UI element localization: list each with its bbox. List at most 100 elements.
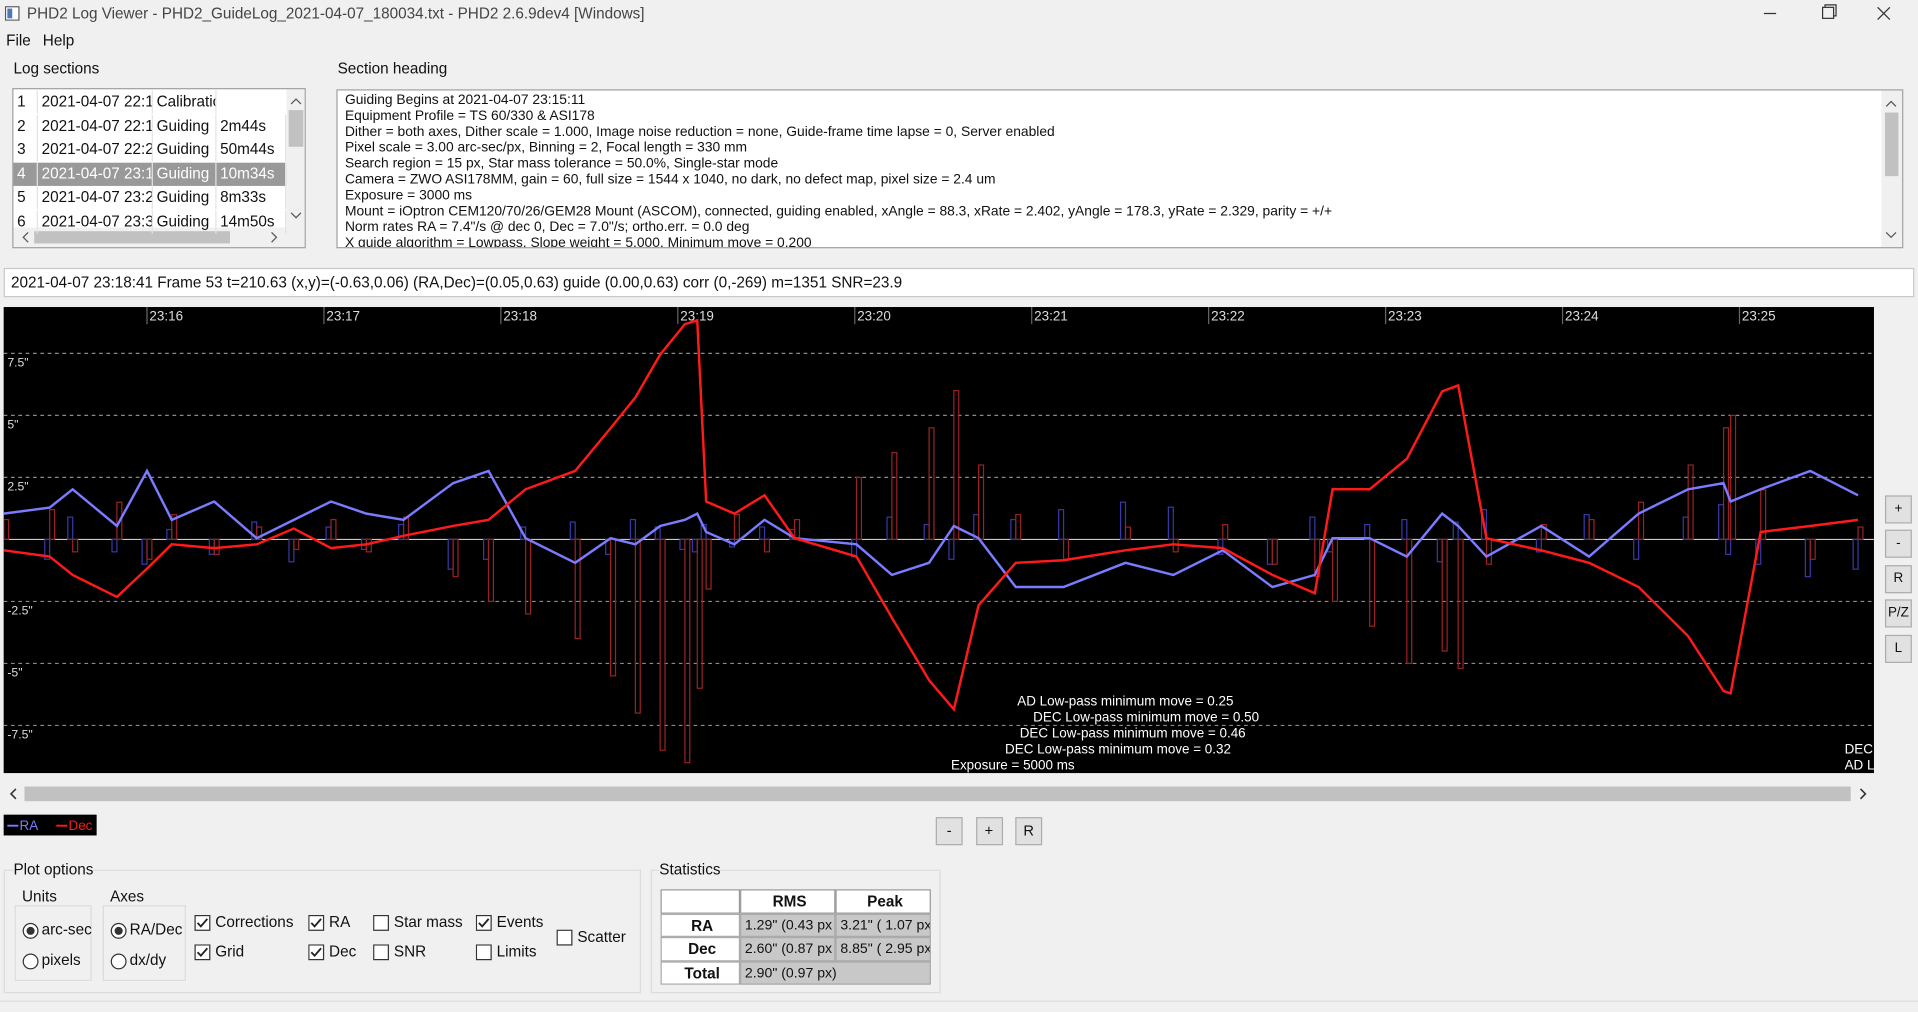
axes-group xyxy=(102,905,186,982)
correction-bar xyxy=(1309,516,1316,541)
graph-button[interactable]: + xyxy=(1884,495,1912,524)
statistics-group xyxy=(650,869,941,994)
group-label: Plot options xyxy=(13,861,94,879)
radio-ring xyxy=(22,953,39,970)
log-cell: 10m34s xyxy=(217,162,287,186)
correction-bar xyxy=(1062,538,1070,560)
heading-line: Equipment Profile = TS 60/330 & ASI178 xyxy=(344,108,595,124)
correction-bar xyxy=(116,501,123,541)
annotation: AD Low-pass minimum move = 0.25 xyxy=(1017,694,1233,709)
radio-dot xyxy=(114,926,123,935)
checkbox[interactable] xyxy=(194,914,211,932)
graph-scrollbar[interactable] xyxy=(3,782,1874,805)
checkbox[interactable] xyxy=(475,914,493,932)
checkbox-label[interactable]: Star mass xyxy=(393,913,463,931)
annotation: DEC Low-pass minimum move = 0.50 xyxy=(1033,710,1259,725)
x-tick-label: 23:25 xyxy=(1742,308,1776,323)
radio[interactable] xyxy=(22,953,39,970)
correction-bar xyxy=(1058,509,1065,541)
correction-bar xyxy=(1682,516,1689,541)
checkbox[interactable] xyxy=(475,944,493,961)
graph-button[interactable]: L xyxy=(1884,634,1912,663)
checkbox-label[interactable]: RA xyxy=(329,913,351,931)
menu-item[interactable]: Help xyxy=(42,31,75,49)
log-cell: 3 xyxy=(13,138,38,162)
correction-bar xyxy=(1406,538,1413,665)
log-row[interactable]: 5 2021-04-07 23:2 Guiding 8m33s xyxy=(13,185,287,210)
checkbox-label[interactable]: Dec xyxy=(329,943,357,961)
correction-bar xyxy=(855,476,863,541)
radio[interactable] xyxy=(22,922,39,939)
zoom-button[interactable]: + xyxy=(975,817,1003,846)
radio[interactable] xyxy=(110,953,127,970)
radio[interactable] xyxy=(110,922,127,939)
correction-bar xyxy=(1457,538,1464,670)
checkbox-label[interactable]: Corrections xyxy=(215,913,294,931)
correction-bar xyxy=(49,509,56,541)
guide-graph[interactable]: 7.5" 5" 2.5" -2.5" -5" -7.5" 23:16 23:17 23:18 23… xyxy=(3,307,1874,774)
log-row[interactable]: 2 2021-04-07 22:1 Guiding 2m44s xyxy=(13,114,287,138)
correction-bar xyxy=(1222,523,1229,541)
correction-bar xyxy=(44,538,51,560)
checkbox-label[interactable]: Limits xyxy=(496,943,537,961)
checkbox-box xyxy=(194,944,211,961)
heading-line: Exposure = 3000 ms xyxy=(344,188,473,204)
log-cell: 8m33s xyxy=(217,185,287,210)
correction-bar xyxy=(1633,538,1640,560)
radio-label[interactable]: RA/Dec xyxy=(129,921,183,939)
zoom-button[interactable]: R xyxy=(1015,817,1043,846)
checkbox[interactable] xyxy=(308,914,325,932)
checkbox-label[interactable]: Scatter xyxy=(577,928,626,946)
menu-item[interactable]: File xyxy=(6,31,31,49)
zoom-button[interactable]: - xyxy=(935,817,963,846)
checkbox[interactable] xyxy=(556,929,574,947)
checkbox[interactable] xyxy=(373,944,390,961)
correction-bar xyxy=(1535,538,1542,553)
correction-bar xyxy=(1540,523,1547,541)
checkbox-label[interactable]: SNR xyxy=(393,943,427,961)
graph-button[interactable]: R xyxy=(1884,565,1912,594)
radio-ring xyxy=(110,953,127,970)
correction-bar xyxy=(141,538,148,565)
log-cell: Guiding xyxy=(153,162,217,186)
heading-line: Mount = iOptron CEM120/70/26/GEM28 Mount… xyxy=(344,204,1333,219)
y-tick-label: -7.5" xyxy=(7,727,32,741)
correction-bar xyxy=(1124,526,1131,541)
correction-bar xyxy=(1725,538,1732,555)
group-label: Section heading xyxy=(337,59,448,78)
log-row[interactable]: 6 2021-04-07 23:3 Guiding 14m50s xyxy=(13,209,287,234)
checkbox-label[interactable]: Grid xyxy=(215,943,245,961)
heading-line: Norm rates RA = 7.4"/s @ dec 0, Dec = 7.… xyxy=(344,220,750,235)
checkbox[interactable] xyxy=(308,944,325,961)
app-icon xyxy=(4,6,20,21)
status-bar-line xyxy=(0,1000,1918,1002)
checkbox-box xyxy=(308,944,325,961)
checkbox[interactable] xyxy=(194,944,211,961)
x-tick-label: 23:19 xyxy=(680,308,714,323)
radio-label[interactable]: arc-sec xyxy=(41,921,92,939)
correction-bar xyxy=(1271,538,1278,565)
checkbox-label[interactable]: Events xyxy=(496,913,544,931)
graph-button[interactable]: P/Z xyxy=(1884,599,1912,628)
h-scrollbar[interactable] xyxy=(13,227,305,248)
correction-bar xyxy=(1687,464,1694,541)
heading-line: Pixel scale = 3.00 arc-sec/px, Binning =… xyxy=(344,140,748,156)
window-controls[interactable] xyxy=(1747,0,1918,27)
radio-label[interactable]: dx/dy xyxy=(129,951,167,969)
correction-bar xyxy=(733,514,740,541)
checkbox[interactable] xyxy=(373,914,390,932)
correction-bar xyxy=(696,538,703,689)
plot-options-group xyxy=(3,869,641,994)
log-row[interactable]: 4 2021-04-07 23:1 Guiding 10m34s xyxy=(13,162,287,186)
heading-line: Camera = ZWO ASI178MM, gain = 60, full s… xyxy=(344,172,996,188)
correction-bar xyxy=(629,518,636,541)
v-scrollbar[interactable] xyxy=(1881,90,1903,248)
radio-label[interactable]: pixels xyxy=(41,951,81,969)
correction-bar xyxy=(793,518,801,541)
log-row[interactable]: 3 2021-04-07 22:2 Guiding 50m44s xyxy=(13,138,287,162)
v-scrollbar[interactable] xyxy=(286,89,306,229)
correction-bar xyxy=(3,518,10,541)
graph-button[interactable]: - xyxy=(1884,529,1912,558)
